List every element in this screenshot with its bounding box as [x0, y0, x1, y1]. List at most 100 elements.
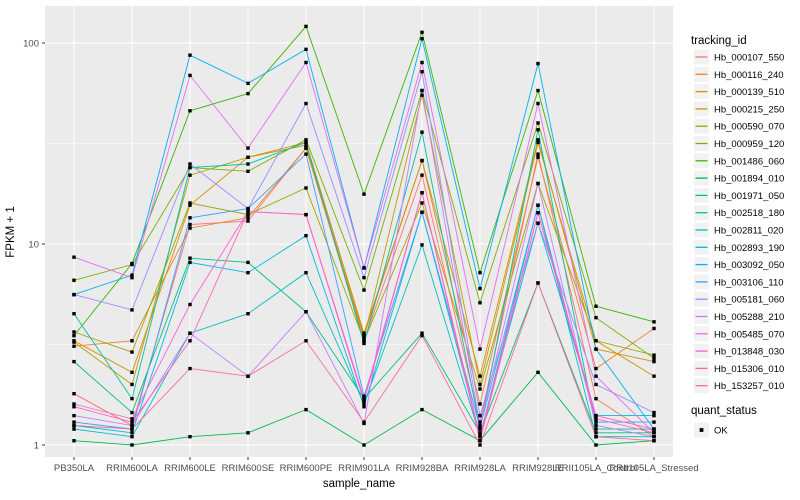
legend-item-label: Hb_002811_020	[714, 226, 784, 237]
data-point	[478, 402, 482, 406]
data-point	[246, 91, 250, 96]
data-point	[478, 413, 482, 418]
data-point	[652, 359, 656, 364]
data-point	[72, 292, 76, 297]
y-tick-label: 10	[28, 240, 39, 251]
legend-item-Hb_002518_180: Hb_002518_180	[694, 205, 784, 221]
data-point	[72, 439, 76, 443]
data-point	[362, 275, 366, 280]
data-point	[478, 270, 482, 275]
legend-item-label: Hb_001971_050	[714, 191, 784, 202]
data-point	[536, 140, 540, 145]
data-point	[652, 427, 656, 431]
data-point	[188, 366, 192, 371]
data-point	[478, 387, 482, 391]
legend-title-tracking-id: tracking_id	[691, 35, 747, 47]
legend-item-label: Hb_015306_010	[714, 364, 784, 375]
data-point	[72, 420, 76, 424]
data-point	[188, 201, 192, 205]
data-point	[362, 341, 366, 346]
data-point	[188, 73, 192, 78]
data-point	[478, 347, 482, 351]
data-point	[536, 101, 540, 106]
data-point	[72, 255, 76, 259]
data-point	[188, 109, 192, 113]
data-point	[594, 431, 598, 435]
data-point	[594, 420, 598, 424]
data-point	[188, 222, 192, 227]
data-point	[246, 169, 250, 173]
legend-item-Hb_002893_190: Hb_002893_190	[694, 239, 784, 255]
data-point	[652, 410, 656, 415]
data-point	[536, 128, 540, 132]
data-point	[188, 162, 192, 166]
legend-item-label: Hb_001486_060	[714, 156, 784, 167]
data-point	[362, 339, 366, 343]
x-tick-label: PB350LA	[54, 463, 95, 474]
data-point	[246, 219, 250, 223]
data-point	[72, 413, 76, 418]
data-point	[362, 331, 366, 335]
data-point	[478, 439, 482, 443]
data-point	[478, 443, 482, 447]
data-point	[420, 60, 424, 65]
legend-item-label: Hb_000215_250	[714, 104, 784, 115]
x-tick-label: RRIM600LE	[164, 463, 216, 474]
data-point	[536, 61, 540, 66]
data-point	[652, 439, 656, 443]
legend2-item-OK: OK	[694, 422, 728, 438]
y-tick-label: 100	[23, 39, 39, 50]
data-point	[362, 192, 366, 196]
data-point	[246, 209, 250, 214]
data-point	[72, 278, 76, 282]
data-point	[188, 203, 192, 207]
black-square-marker	[699, 428, 704, 432]
x-axis-title: sample_name	[323, 478, 395, 490]
data-point	[420, 243, 424, 247]
data-point	[304, 270, 308, 275]
data-point	[246, 260, 250, 265]
data-point	[72, 391, 76, 396]
data-point	[246, 162, 250, 166]
x-tick-label: RRIM928LA	[454, 463, 506, 474]
data-point	[130, 350, 134, 354]
data-point	[594, 396, 598, 401]
data-point	[362, 405, 366, 409]
data-point	[536, 138, 540, 142]
data-point	[72, 402, 76, 406]
legend-item-Hb_002811_020: Hb_002811_020	[694, 222, 784, 238]
data-point	[188, 165, 192, 170]
legend-item-label: Hb_005181_060	[714, 295, 784, 306]
data-point	[594, 315, 598, 320]
data-point	[130, 273, 134, 277]
data-point	[478, 420, 482, 424]
x-tick-label: RRIM600PE	[280, 463, 333, 474]
data-point	[72, 359, 76, 364]
legend-item-label: Hb_153257_010	[714, 381, 784, 392]
data-point	[536, 121, 540, 125]
data-point	[304, 310, 308, 314]
data-point	[420, 407, 424, 412]
data-point	[362, 266, 366, 270]
legend-item-Hb_000215_250: Hb_000215_250	[694, 101, 784, 117]
legend-item-label: Hb_000139_510	[714, 87, 784, 98]
data-point	[420, 69, 424, 74]
data-point	[478, 423, 482, 428]
legend-item-label: Hb_005288_210	[714, 312, 784, 323]
legend-item-Hb_003106_110: Hb_003106_110	[694, 274, 784, 290]
data-point	[536, 211, 540, 215]
data-point	[246, 81, 250, 86]
legend-item-label: Hb_000959_120	[714, 139, 784, 150]
data-point	[420, 37, 424, 41]
data-point	[304, 407, 308, 412]
data-point	[478, 434, 482, 439]
data-point	[246, 270, 250, 275]
legend-item-label: Hb_000116_240	[714, 70, 784, 81]
legend-item-Hb_000116_240: Hb_000116_240	[694, 66, 784, 82]
data-point	[594, 339, 598, 343]
data-point	[594, 423, 598, 428]
data-point	[130, 275, 134, 280]
data-point	[246, 312, 250, 316]
data-point	[420, 210, 424, 214]
